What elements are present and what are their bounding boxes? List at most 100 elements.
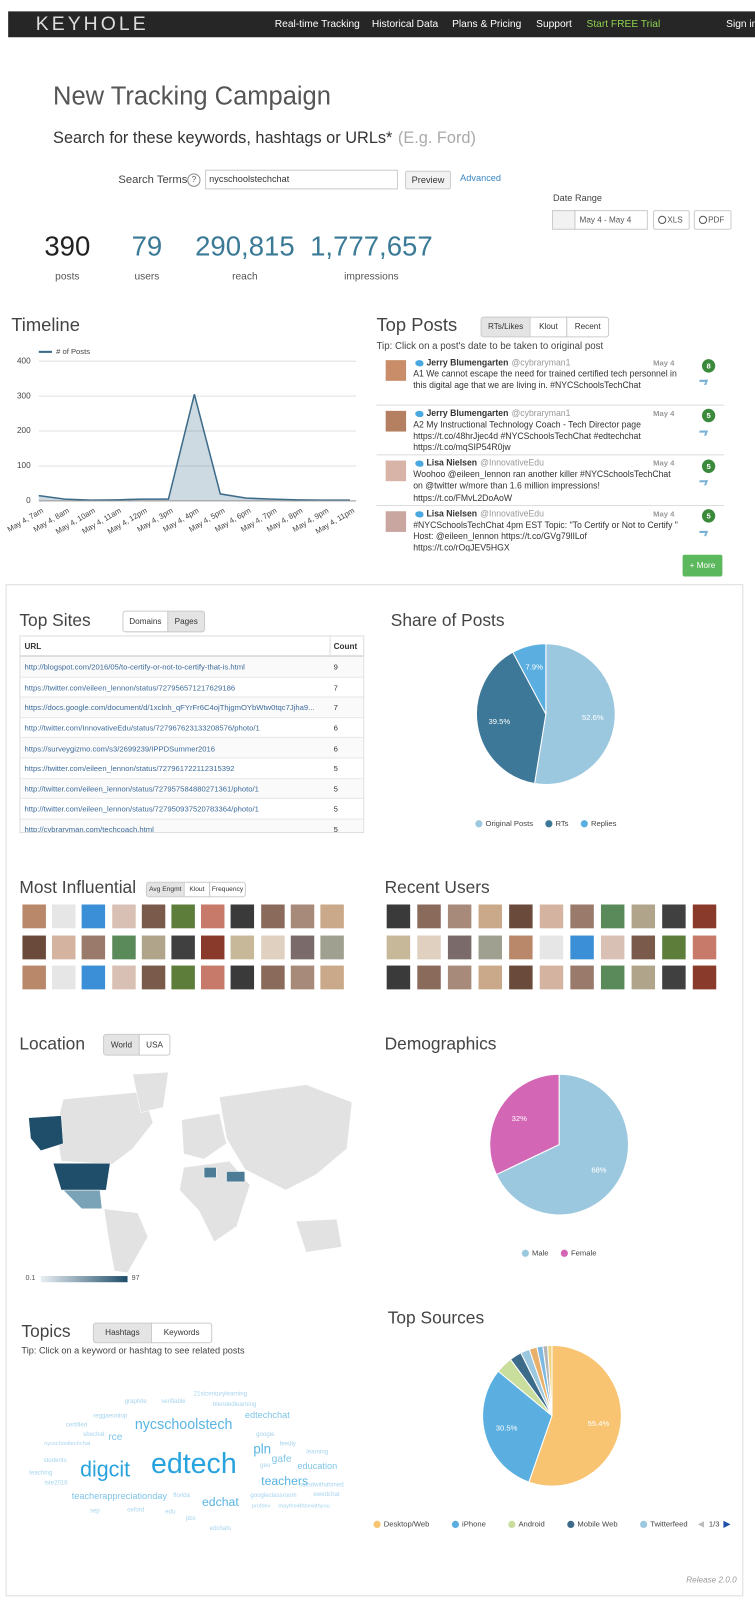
topic-word[interactable]: google: [256, 1431, 275, 1438]
avatar[interactable]: [570, 935, 594, 959]
topic-word[interactable]: 21stcenturylearning: [194, 1391, 248, 1398]
avatar[interactable]: [600, 904, 625, 929]
nav-link[interactable]: Plans & Pricing: [452, 18, 522, 30]
author-name[interactable]: Jerry Blumengarten: [426, 407, 509, 418]
tab[interactable]: Hashtags: [92, 1322, 153, 1344]
avatar[interactable]: [22, 904, 46, 929]
avatar[interactable]: [662, 935, 686, 959]
avatar[interactable]: [52, 965, 76, 990]
topic-word[interactable]: geo: [260, 1462, 271, 1469]
avatar[interactable]: [201, 935, 225, 959]
nav-link[interactable]: Start FREE Trial: [586, 18, 661, 30]
nav-link[interactable]: Historical Data: [371, 18, 439, 30]
avatar[interactable]: [82, 965, 106, 990]
tab[interactable]: Frequency: [209, 881, 246, 898]
avatar[interactable]: [385, 360, 407, 381]
post-date[interactable]: May 4: [653, 408, 675, 418]
avatar[interactable]: [22, 965, 46, 990]
avatar[interactable]: [478, 965, 502, 990]
avatar[interactable]: [539, 904, 564, 929]
avatar[interactable]: [111, 935, 136, 959]
avatar[interactable]: [320, 965, 344, 990]
avatar[interactable]: [417, 965, 441, 990]
avatar[interactable]: [290, 935, 315, 959]
avatar[interactable]: [171, 965, 195, 990]
site-url[interactable]: http://twitter.com/eileen_lennon/status/…: [24, 784, 259, 794]
topic-word[interactable]: teacherappreciationday: [72, 1491, 168, 1501]
avatar[interactable]: [141, 904, 166, 929]
topic-word[interactable]: edtechchat: [245, 1410, 290, 1420]
avatar[interactable]: [386, 904, 411, 929]
calendar-button[interactable]: [551, 210, 576, 230]
avatar[interactable]: [201, 904, 225, 929]
preview-button[interactable]: Preview: [405, 170, 451, 190]
nav-link[interactable]: Support: [536, 18, 572, 30]
avatar[interactable]: [260, 965, 285, 990]
avatar[interactable]: [385, 460, 407, 482]
tab[interactable]: World: [103, 1033, 140, 1056]
avatar[interactable]: [320, 904, 344, 929]
topic-word[interactable]: reggaeonlop: [93, 1412, 128, 1419]
pager-prev[interactable]: [697, 1521, 705, 1528]
author-name[interactable]: Lisa Nielsen: [426, 507, 478, 518]
author-name[interactable]: Lisa Nielsen: [426, 457, 478, 468]
topic-word[interactable]: blendedlearning: [213, 1401, 257, 1408]
topic-word[interactable]: gafe: [272, 1454, 292, 1465]
avatar[interactable]: [600, 935, 625, 959]
avatar[interactable]: [52, 935, 76, 959]
topic-word[interactable]: feedly: [280, 1440, 297, 1447]
avatar[interactable]: [230, 935, 255, 959]
topic-word[interactable]: sbechat: [83, 1431, 105, 1438]
topic-word[interactable]: oxford: [127, 1507, 145, 1514]
avatar[interactable]: [600, 965, 625, 990]
tab[interactable]: USA: [138, 1033, 171, 1056]
avatar[interactable]: [509, 904, 533, 929]
topic-word[interactable]: profdev: [252, 1503, 271, 1509]
avatar[interactable]: [260, 935, 285, 959]
avatar[interactable]: [385, 410, 407, 432]
more-button[interactable]: + More: [682, 554, 723, 577]
avatar[interactable]: [22, 935, 46, 959]
avatar[interactable]: [478, 904, 502, 929]
avatar[interactable]: [631, 965, 656, 990]
tab[interactable]: Keywords: [151, 1322, 213, 1344]
tab[interactable]: Avg Engmt: [145, 881, 185, 898]
advanced-link[interactable]: Advanced: [460, 172, 501, 184]
topic-word[interactable]: ewedchat: [313, 1491, 339, 1498]
topic-word[interactable]: students: [44, 1457, 67, 1464]
topic-word[interactable]: certified: [66, 1422, 88, 1429]
export-button[interactable]: [693, 210, 732, 230]
topic-word[interactable]: graphite: [125, 1398, 148, 1405]
avatar[interactable]: [320, 935, 344, 959]
tab[interactable]: Klout: [183, 881, 211, 898]
topic-word[interactable]: nycschoolstech: [135, 1417, 233, 1433]
avatar[interactable]: [417, 904, 441, 929]
post-date[interactable]: May 4: [653, 508, 675, 518]
avatar[interactable]: [570, 904, 594, 929]
avatar[interactable]: [260, 904, 285, 929]
avatar[interactable]: [141, 965, 166, 990]
site-url[interactable]: http://cybraryman.com/techcoach.html: [24, 824, 154, 834]
topic-word[interactable]: standwithahmed: [299, 1482, 344, 1489]
topic-word[interactable]: verifiable: [161, 1398, 186, 1405]
topic-word[interactable]: iste2016: [45, 1480, 69, 1487]
topic-word[interactable]: digcit: [80, 1456, 130, 1481]
post-date[interactable]: May 4: [653, 458, 675, 468]
avatar[interactable]: [478, 935, 502, 959]
avatar[interactable]: [662, 965, 686, 990]
site-url[interactable]: https://docs.google.com/document/d/1xcln…: [24, 703, 315, 713]
avatar[interactable]: [662, 904, 686, 929]
avatar[interactable]: [631, 904, 656, 929]
avatar[interactable]: [692, 935, 717, 959]
topic-word[interactable]: nycschooltechchat: [44, 1441, 91, 1447]
nav-link[interactable]: Real-time Tracking: [274, 18, 360, 30]
site-url[interactable]: https://surveygizmo.com/s3/2699239/IPPDS…: [24, 743, 216, 753]
topic-word[interactable]: learning: [306, 1449, 328, 1456]
tab[interactable]: Pages: [167, 610, 206, 633]
avatar[interactable]: [171, 935, 195, 959]
avatar[interactable]: [52, 904, 76, 929]
search-input[interactable]: [205, 169, 398, 190]
avatar[interactable]: [201, 965, 225, 990]
avatar[interactable]: [386, 935, 411, 959]
tab[interactable]: Klout: [529, 316, 568, 338]
